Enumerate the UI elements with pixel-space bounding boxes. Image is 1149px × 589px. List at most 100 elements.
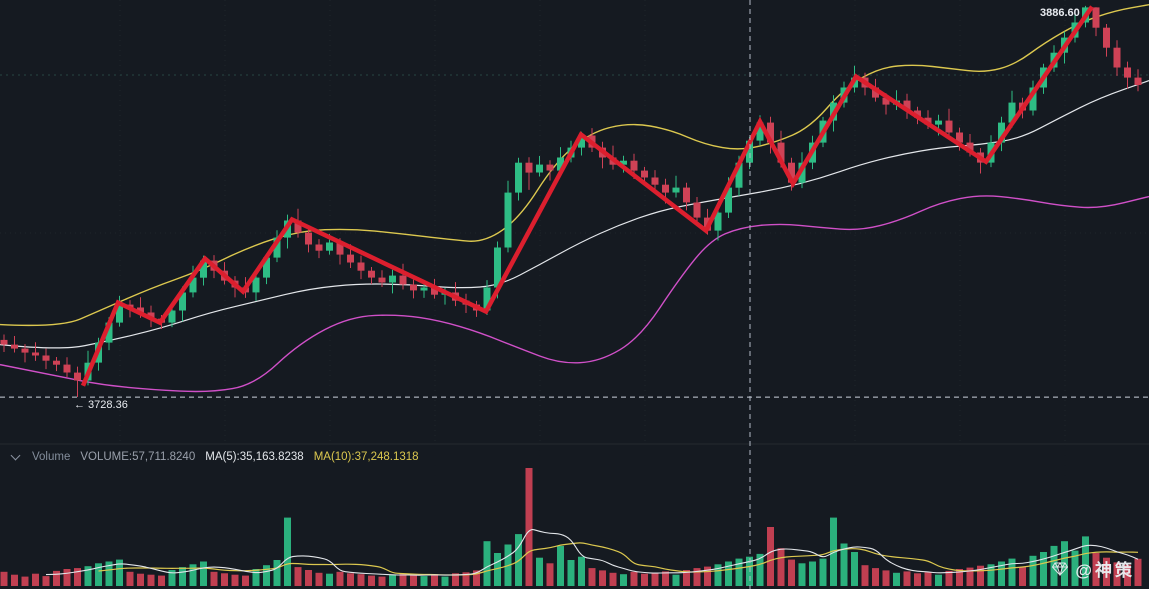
volume-bar[interactable]: [53, 570, 60, 586]
volume-bar[interactable]: [641, 573, 648, 586]
volume-bar[interactable]: [819, 558, 827, 586]
candle[interactable]: [693, 197, 701, 222]
volume-bar[interactable]: [336, 571, 344, 586]
candle[interactable]: [536, 156, 543, 177]
volume-bar[interactable]: [1092, 553, 1100, 586]
candle[interactable]: [410, 279, 417, 299]
candle[interactable]: [1134, 69, 1142, 92]
volume-bar[interactable]: [410, 575, 417, 586]
volume-bar[interactable]: [830, 517, 837, 586]
volume-bar[interactable]: [578, 556, 585, 586]
volume-bar[interactable]: [1029, 555, 1037, 586]
volume-bar[interactable]: [32, 573, 39, 586]
candle[interactable]: [1113, 40, 1121, 76]
volume-bar[interactable]: [347, 573, 354, 586]
volume-bar[interactable]: [105, 561, 113, 587]
volume-bar[interactable]: [179, 567, 186, 586]
volume-bar[interactable]: [126, 571, 134, 586]
volume-bar[interactable]: [74, 568, 81, 586]
volume-bar[interactable]: [399, 573, 407, 586]
volume-bar[interactable]: [861, 565, 869, 586]
candle[interactable]: [546, 160, 554, 181]
volume-bar[interactable]: [42, 576, 50, 586]
volume-bar[interactable]: [735, 558, 743, 586]
volume-bar[interactable]: [851, 552, 858, 586]
volume-bar[interactable]: [389, 574, 396, 586]
candle[interactable]: [903, 93, 911, 119]
volume-bar[interactable]: [147, 574, 155, 586]
candle[interactable]: [63, 357, 71, 377]
volume-bar[interactable]: [882, 570, 890, 586]
candle[interactable]: [714, 208, 722, 241]
volume-bar[interactable]: [315, 572, 323, 586]
volume-bar[interactable]: [704, 566, 711, 586]
volume-bar[interactable]: [609, 572, 617, 586]
candle[interactable]: [399, 263, 407, 290]
volume-bar[interactable]: [137, 573, 144, 586]
candle[interactable]: [525, 157, 533, 190]
volume-bar[interactable]: [441, 576, 449, 586]
volume-bar[interactable]: [1113, 562, 1121, 586]
volume-bar[interactable]: [116, 559, 123, 586]
volume-bar[interactable]: [693, 568, 701, 586]
volume-bar[interactable]: [231, 574, 239, 586]
volume-bar[interactable]: [725, 561, 732, 587]
candle[interactable]: [515, 157, 522, 201]
candle[interactable]: [389, 269, 396, 294]
volume-bar[interactable]: [221, 573, 228, 586]
volume-bar[interactable]: [210, 571, 218, 586]
candle[interactable]: [21, 344, 29, 363]
volume-bar[interactable]: [378, 576, 386, 586]
volume-bar[interactable]: [200, 561, 207, 587]
volume-bar[interactable]: [168, 570, 176, 586]
candle[interactable]: [0, 334, 8, 353]
candle[interactable]: [998, 116, 1005, 152]
volume-bar[interactable]: [263, 565, 270, 586]
candle[interactable]: [683, 182, 690, 211]
volume-bar[interactable]: [11, 574, 18, 586]
candle[interactable]: [42, 348, 50, 370]
candle[interactable]: [357, 255, 365, 280]
volume-bar[interactable]: [788, 559, 795, 586]
candle[interactable]: [368, 267, 375, 285]
candle[interactable]: [305, 227, 312, 253]
volume-bar[interactable]: [252, 569, 260, 586]
candle[interactable]: [672, 175, 680, 198]
volume-bar[interactable]: [1071, 550, 1079, 586]
volume-bar[interactable]: [431, 574, 438, 586]
candle[interactable]: [504, 180, 512, 253]
volume-bar[interactable]: [284, 517, 291, 586]
volume-bar[interactable]: [452, 573, 459, 586]
volume-bar[interactable]: [95, 563, 102, 586]
candle[interactable]: [767, 116, 774, 154]
candle[interactable]: [53, 357, 60, 372]
volume-bar[interactable]: [1134, 558, 1142, 586]
volume-bar[interactable]: [357, 574, 365, 586]
volume-bar[interactable]: [998, 561, 1005, 587]
volume-bar[interactable]: [651, 572, 659, 586]
volume-bar[interactable]: [714, 564, 722, 586]
volume-bar[interactable]: [893, 572, 900, 586]
volume-bar[interactable]: [420, 576, 428, 586]
volume-bar[interactable]: [767, 527, 774, 586]
volume-bar[interactable]: [1082, 536, 1089, 586]
volume-bar[interactable]: [0, 571, 8, 586]
candle[interactable]: [32, 342, 39, 361]
volume-bar[interactable]: [683, 570, 690, 586]
volume-bar[interactable]: [588, 568, 596, 586]
volume-bar[interactable]: [525, 468, 533, 586]
volume-bar[interactable]: [809, 561, 816, 587]
volume-bar[interactable]: [368, 575, 375, 586]
volume-bar[interactable]: [273, 560, 281, 586]
volume-bar[interactable]: [546, 563, 554, 586]
volume-bar[interactable]: [1019, 567, 1026, 586]
volume-bar[interactable]: [756, 553, 764, 586]
volume-bar[interactable]: [242, 575, 249, 586]
volume-bar[interactable]: [630, 571, 638, 586]
candle[interactable]: [1092, 7, 1100, 37]
volume-bar[interactable]: [483, 541, 491, 586]
volume-bar[interactable]: [1103, 557, 1110, 586]
volume-bar[interactable]: [956, 569, 963, 586]
volume-bar[interactable]: [935, 574, 942, 586]
volume-bar[interactable]: [840, 543, 848, 587]
